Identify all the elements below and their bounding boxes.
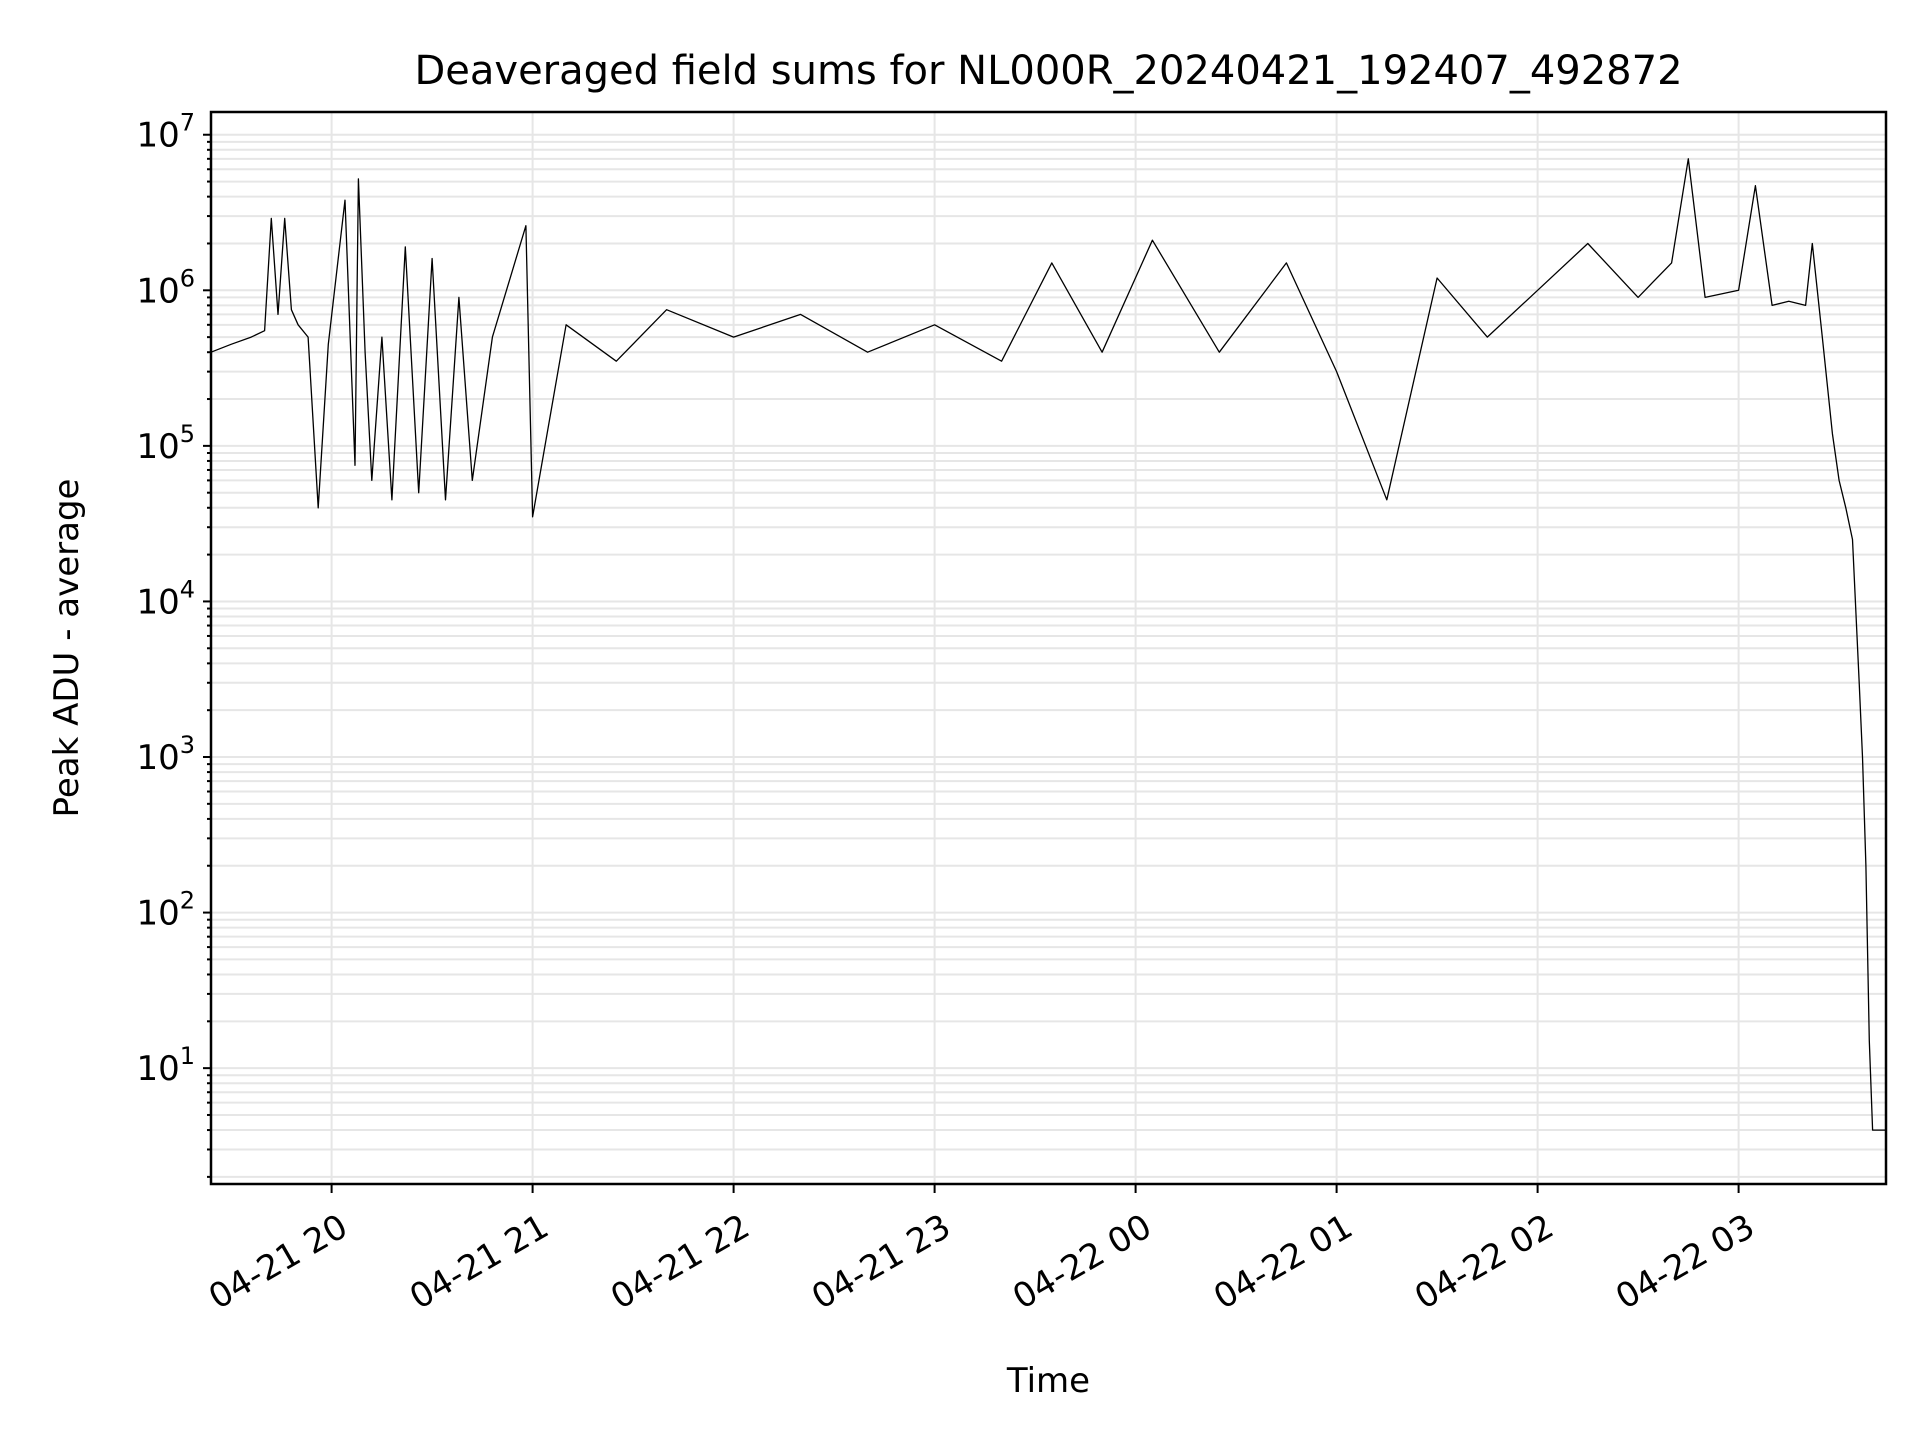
y-tick-label: 103 [136,731,195,778]
x-axis-label: Time [1006,1361,1090,1401]
y-axis-label: Peak ADU - average [47,479,87,818]
y-tick-labels: 101 102 103 104 105 106 107 [136,109,195,1089]
series-line [210,158,1886,1131]
y-tick-label: 104 [136,575,195,622]
y-tick-label: 101 [136,1042,195,1089]
axis-ticks [203,133,1740,1193]
y-tick-label: 105 [136,420,195,467]
chart-title: Deaveraged field sums for NL000R_2024042… [414,48,1682,94]
y-tick-label: 107 [136,109,195,156]
y-tick-label: 102 [136,887,195,934]
grid [211,112,1886,1184]
plot-frame [209,110,1888,1186]
y-tick-label: 106 [136,264,195,311]
